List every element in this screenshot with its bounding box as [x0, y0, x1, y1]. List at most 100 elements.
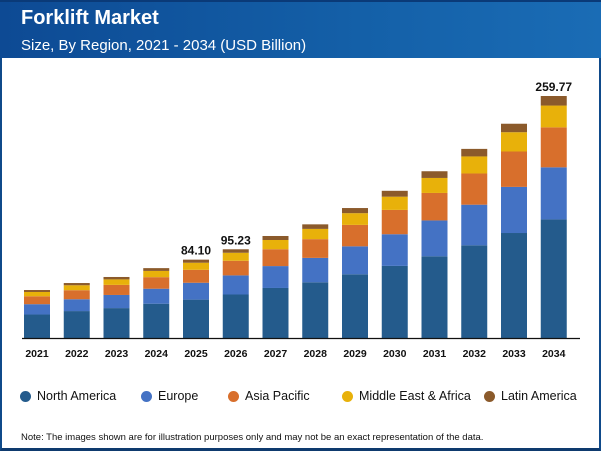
- x-tick-label: 2031: [423, 348, 447, 360]
- x-tick-label: 2025: [184, 348, 208, 360]
- bar-segment-middle-east-africa-2031: [421, 177, 448, 193]
- legend-dot-icon: [20, 390, 31, 402]
- legend-label: Middle East & Africa: [359, 389, 471, 403]
- bar-segment-middle-east-africa-2026: [222, 252, 249, 261]
- bar-segment-north-america-2029: [342, 274, 368, 338]
- bar-segment-middle-east-africa-2030: [381, 196, 408, 210]
- bar-segment-europe-2031: [421, 220, 448, 257]
- bar-segment-europe-2034: [540, 167, 567, 220]
- bar-segment-asia-pacific-2031: [421, 192, 448, 221]
- bar-segment-latin-america-2027: [262, 235, 289, 240]
- data-label-2025: 84.10: [181, 244, 211, 258]
- legend-label: Europe: [158, 389, 199, 403]
- bar-segment-latin-america-2023: [103, 276, 130, 280]
- bar-segment-europe-2027: [262, 266, 289, 288]
- bar-segment-latin-america-2025: [183, 259, 209, 263]
- bar-segment-north-america-2023: [103, 308, 130, 338]
- legend-item-europe: Europe: [141, 389, 198, 403]
- bar-segment-latin-america-2021: [24, 290, 50, 292]
- legend-item-asia-pacific: Asia Pacific: [228, 389, 310, 403]
- chart-title: Forklift Market: [21, 7, 159, 29]
- bar-segment-europe-2022: [63, 299, 90, 312]
- bar-segment-latin-america-2031: [421, 171, 448, 178]
- bar-segment-north-america-2028: [302, 282, 329, 338]
- bar-segment-middle-east-africa-2027: [262, 239, 289, 250]
- bar-segment-middle-east-africa-2033: [501, 132, 527, 152]
- bar-segment-europe-2028: [302, 257, 329, 283]
- x-tick-label: 2034: [542, 348, 566, 360]
- bar-segment-asia-pacific-2025: [183, 269, 209, 283]
- bar-segment-latin-america-2032: [461, 148, 488, 157]
- bar-segment-middle-east-africa-2028: [302, 228, 329, 240]
- bar-segment-asia-pacific-2022: [63, 290, 90, 300]
- bar-segment-north-america-2024: [143, 303, 170, 338]
- bar-segment-north-america-2022: [63, 311, 90, 338]
- bar-segment-middle-east-africa-2032: [461, 156, 488, 174]
- bar-segment-europe-2032: [461, 204, 488, 246]
- data-label-2034: 259.77: [535, 80, 572, 94]
- legend-label: Asia Pacific: [245, 389, 310, 403]
- bar-segment-asia-pacific-2033: [501, 151, 527, 187]
- x-tick-label: 2023: [105, 348, 129, 360]
- bar-segment-europe-2026: [222, 275, 249, 295]
- legend-label: North America: [37, 389, 117, 403]
- x-tick-label: 2029: [343, 348, 367, 360]
- bar-segment-asia-pacific-2032: [461, 173, 488, 205]
- bar-segment-north-america-2027: [262, 287, 289, 338]
- x-tick-label: 2028: [304, 348, 328, 360]
- bar-segment-asia-pacific-2024: [143, 277, 170, 289]
- legend-dot-icon: [228, 390, 239, 402]
- bar-segment-europe-2029: [342, 246, 368, 275]
- bar-segment-middle-east-africa-2024: [143, 270, 170, 278]
- bar-segment-north-america-2032: [461, 245, 488, 338]
- bar-segment-middle-east-africa-2023: [103, 279, 130, 285]
- bar-segment-north-america-2026: [222, 294, 249, 338]
- bar-segment-europe-2030: [381, 234, 408, 266]
- x-tick-label: 2027: [264, 348, 288, 360]
- bar-segment-europe-2025: [183, 282, 209, 300]
- x-tick-label: 2033: [502, 348, 526, 360]
- bar-segment-latin-america-2029: [342, 208, 368, 214]
- bar-segment-latin-america-2024: [143, 268, 170, 271]
- legend-label: Latin America: [501, 389, 577, 403]
- chart-legend: North America Europe Asia Pacific Middle Ea…: [0, 389, 601, 407]
- disclaimer-note: Note: The images shown are for illustrat…: [21, 432, 484, 443]
- bar-segment-north-america-2030: [381, 265, 408, 338]
- bar-segment-north-america-2034: [540, 219, 567, 338]
- chart-subtitle: Size, By Region, 2021 - 2034 (USD Billio…: [21, 37, 307, 54]
- x-tick-label: 2030: [383, 348, 407, 360]
- legend-dot-icon: [484, 390, 495, 402]
- bar-segment-latin-america-2034: [540, 96, 567, 106]
- bar-segment-asia-pacific-2029: [342, 224, 368, 247]
- bar-segment-north-america-2033: [501, 233, 527, 338]
- bar-segment-middle-east-africa-2034: [540, 105, 567, 128]
- bar-segment-latin-america-2033: [501, 123, 527, 133]
- bar-segment-north-america-2021: [24, 314, 50, 338]
- data-label-2026: 95.23: [221, 233, 251, 247]
- legend-dot-icon: [342, 390, 353, 402]
- bar-segment-asia-pacific-2034: [540, 127, 567, 168]
- bar-segment-europe-2033: [501, 186, 527, 234]
- bar-segment-europe-2023: [103, 294, 130, 309]
- bar-segment-middle-east-africa-2022: [63, 285, 90, 291]
- x-tick-label: 2022: [65, 348, 89, 360]
- bar-segment-asia-pacific-2026: [222, 260, 249, 276]
- bar-segment-europe-2024: [143, 288, 170, 304]
- bar-segment-north-america-2031: [421, 256, 448, 338]
- bar-segment-middle-east-africa-2029: [342, 213, 368, 225]
- bar-segment-latin-america-2030: [381, 190, 408, 197]
- bar-segment-asia-pacific-2027: [262, 249, 289, 267]
- x-tick-label: 2024: [145, 348, 169, 360]
- legend-item-north-america: North America: [20, 389, 116, 403]
- bar-segment-europe-2021: [24, 304, 50, 315]
- bar-segment-latin-america-2026: [222, 249, 249, 253]
- bar-segment-asia-pacific-2023: [103, 284, 130, 295]
- bar-segment-middle-east-africa-2025: [183, 262, 209, 270]
- bar-segment-asia-pacific-2030: [381, 209, 408, 235]
- bar-segment-middle-east-africa-2021: [24, 291, 50, 297]
- legend-dot-icon: [141, 390, 152, 402]
- bar-segment-north-america-2025: [183, 299, 209, 338]
- chart-header: Forklift Market Size, By Region, 2021 - …: [0, 0, 601, 58]
